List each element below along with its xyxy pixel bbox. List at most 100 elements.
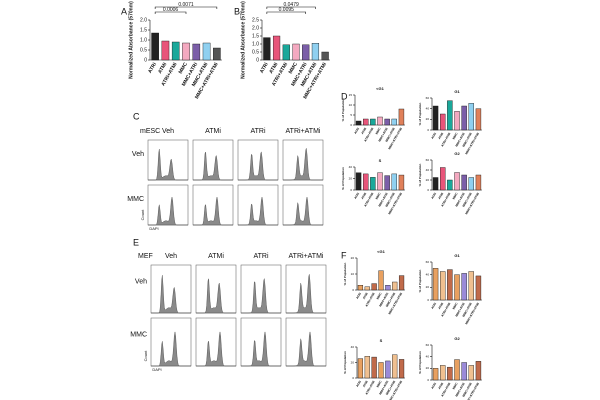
histogram (148, 148, 188, 181)
panel-letter: C (133, 111, 140, 121)
row-label: Veh (135, 279, 147, 286)
x-tick-label: ATRi+ATMi (364, 292, 375, 308)
panel-letter: D (341, 91, 348, 101)
y-axis-label: % of Population (343, 351, 347, 374)
x-tick-label: MMC (452, 131, 459, 140)
y-axis-label: % of Population (343, 263, 347, 286)
bar (468, 177, 474, 191)
bar (355, 172, 362, 191)
y-axis-label: % of Population (418, 103, 422, 126)
bar (392, 354, 398, 379)
bar-chart: D <G1 % of Population 0 5 10 15 ATRi ATMiATRi+AT… (341, 86, 405, 150)
significance-bracket (266, 11, 307, 14)
x-axis-label: DAPI (149, 226, 158, 231)
x-tick-label: MMC+ATRi (454, 132, 465, 148)
bar (440, 167, 446, 191)
bar-chart: G2 % of Population 0 20 40 60 ATRi ATMiATRi+ATM… (418, 336, 482, 400)
histogram (238, 151, 278, 181)
bar (475, 174, 482, 191)
x-tick-label: ATRi (430, 302, 437, 310)
x-tick-label: MMC+ATRi (378, 292, 389, 308)
y-tick-label: 1.0 (140, 37, 147, 43)
bar (171, 41, 180, 61)
histogram-frame (285, 317, 327, 367)
p-value: 0.0095 (279, 7, 295, 13)
y-tick-label: 20 (426, 366, 430, 370)
bar (263, 37, 271, 61)
bar (282, 44, 290, 61)
bar (384, 175, 390, 191)
bar (432, 368, 439, 381)
bar-chart: G2 % of Population 0 20 40 60 ATRi ATMiATRi+ATM… (418, 151, 482, 215)
bar (391, 118, 397, 126)
y-tick-label: 0 (352, 376, 354, 380)
x-tick-label: ATRi (355, 380, 362, 388)
histogram (241, 278, 281, 314)
x-tick-label: ATRi+ATMi (363, 192, 374, 208)
x-tick-label: ATRi+ATMi (363, 127, 374, 143)
bar (461, 273, 467, 301)
x-tick-label: ATRi (430, 132, 437, 140)
x-tick-label: MMC+ATMi (385, 292, 397, 308)
column-label: ATMi (205, 128, 221, 135)
y-tick-label: 40 (349, 165, 353, 169)
y-tick-label: 0 (144, 57, 147, 63)
chart-title: <G1 (376, 86, 384, 91)
x-tick-label: ATRi+ATMi (440, 192, 451, 208)
bar (461, 105, 467, 131)
histogram (151, 331, 191, 367)
histogram-frame (150, 317, 192, 367)
histogram-frame (240, 264, 282, 314)
histogram-frame (285, 264, 327, 314)
x-tick-label: ATRi (353, 127, 360, 135)
bar (357, 285, 364, 291)
y-tick-label: 40 (426, 168, 430, 172)
bar (461, 174, 467, 191)
x-tick-label: ATRi (430, 382, 437, 390)
bar (440, 271, 446, 301)
y-tick-label: 40 (426, 272, 430, 276)
row-label: MMC (127, 196, 144, 203)
bar (447, 100, 453, 131)
histogram (241, 331, 281, 367)
y-tick-label: 2.0 (252, 25, 259, 31)
significance-bracket (154, 6, 218, 9)
x-tick-label: MMC (452, 191, 459, 200)
bar (398, 275, 405, 291)
bar (432, 268, 439, 301)
x-tick-label: ATMi (437, 302, 444, 310)
histogram (286, 331, 326, 367)
histogram (286, 274, 326, 314)
y-axis-label: % of Population (418, 351, 422, 374)
bar (432, 105, 439, 131)
bar (378, 362, 384, 379)
y-tick-label: 60 (426, 96, 430, 100)
x-tick-label: ATMi (437, 132, 444, 140)
y-tick-label: 20 (351, 256, 355, 260)
y-axis-label: % of Population (418, 270, 422, 293)
y-tick-label: 0 (427, 378, 429, 382)
bar (475, 108, 482, 131)
x-tick-label: ATMi (157, 61, 168, 75)
bar (321, 51, 329, 61)
y-tick-label: 2.5 (252, 17, 259, 23)
bar-chart: B Normalized Absorbance (570nm) 0 0.5 1.0 1.5… (234, 1, 330, 100)
bar (357, 358, 364, 379)
y-axis-label: % of Population (341, 167, 345, 190)
histogram (148, 197, 188, 226)
y-tick-label: 20 (426, 285, 430, 289)
x-tick-label: ATRi (353, 192, 360, 200)
y-tick-label: 2.0 (140, 17, 147, 23)
p-value: 0.0479 (283, 2, 299, 8)
x-tick-label: MMC+ATRi (454, 382, 465, 398)
x-tick-label: ATMi (360, 127, 367, 135)
histogram (283, 148, 323, 181)
y-axis-label: % of Population (341, 99, 345, 122)
bar (454, 359, 460, 381)
bar (151, 32, 159, 61)
y-tick-label: 10 (349, 103, 353, 107)
y-tick-label: 0 (352, 288, 354, 292)
bar (371, 356, 377, 379)
x-tick-label: MMC+ATRi (377, 192, 388, 208)
y-tick-label: 60 (426, 260, 430, 264)
